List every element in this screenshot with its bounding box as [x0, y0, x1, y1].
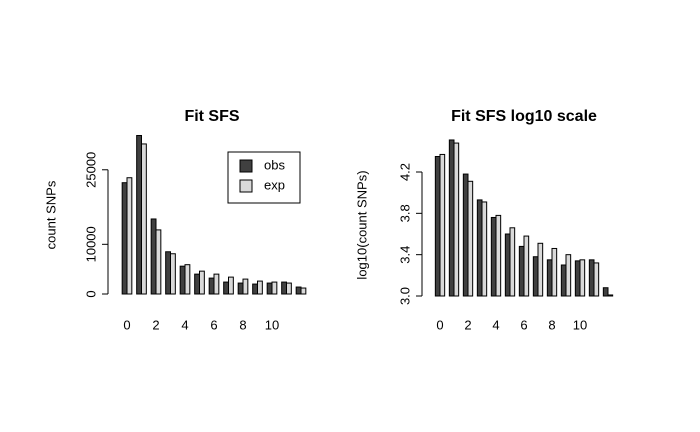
bar [574, 260, 581, 297]
bar [155, 229, 162, 295]
legend-label: exp [264, 177, 285, 192]
legend-label: obs [264, 157, 285, 172]
bar [242, 278, 249, 295]
bar [509, 227, 516, 297]
bar [588, 259, 595, 297]
bar [546, 259, 553, 297]
bar [495, 214, 502, 297]
bar [165, 251, 172, 295]
bar [257, 280, 263, 295]
bar [141, 143, 147, 295]
bar [184, 264, 191, 295]
bar [170, 253, 176, 295]
y-tick-label: 10000 [83, 226, 98, 262]
x-tick-label: 0 [436, 317, 443, 332]
bar [518, 245, 525, 297]
y-axis-title: log10(count SNPs) [354, 170, 369, 279]
bar [476, 199, 483, 297]
bar [136, 134, 143, 295]
legend-swatch [239, 179, 253, 193]
bar [281, 281, 287, 295]
bar [434, 156, 441, 297]
bar [208, 277, 215, 295]
bar [481, 201, 488, 297]
bar [194, 273, 201, 295]
bar [121, 182, 128, 295]
x-tick-label: 6 [210, 317, 217, 332]
bar [551, 247, 558, 297]
chart-title: Fit SFS [184, 108, 239, 125]
x-tick-label: 4 [181, 317, 188, 332]
bar [560, 264, 567, 297]
bar [300, 287, 307, 295]
y-tick-label: 0 [83, 290, 98, 297]
x-tick-label: 8 [239, 317, 246, 332]
x-tick-label: 8 [548, 317, 555, 332]
y-tick-label: 25000 [83, 152, 98, 188]
bar [453, 142, 460, 297]
bar [607, 294, 614, 297]
bar [199, 270, 205, 295]
bar [213, 273, 220, 295]
y-axis-title: count SNPs [43, 180, 58, 249]
bar [126, 177, 133, 295]
bar [462, 173, 469, 297]
bar [504, 233, 511, 297]
chart-title: Fit SFS log10 scale [451, 108, 597, 125]
bar [602, 287, 609, 297]
bar [490, 216, 497, 297]
y-tick-label: 4.2 [397, 163, 412, 181]
x-tick-label: 6 [520, 317, 527, 332]
bar [271, 281, 278, 295]
bar [593, 262, 600, 297]
x-tick-label: 2 [152, 317, 159, 332]
bar [439, 153, 446, 297]
bar [150, 218, 157, 295]
x-tick-label: 0 [123, 317, 130, 332]
bar [448, 139, 455, 297]
y-tick-label: 3.8 [397, 204, 412, 222]
bar [266, 282, 273, 295]
y-tick-label: 3.0 [397, 287, 412, 305]
bar [179, 265, 186, 295]
bar [223, 281, 230, 295]
bar [565, 254, 572, 297]
x-tick-label: 10 [265, 317, 279, 332]
bar [467, 180, 474, 297]
x-tick-label: 4 [492, 317, 499, 332]
legend-swatch [239, 159, 253, 173]
x-tick-label: 2 [464, 317, 471, 332]
y-tick-label: 3.4 [397, 246, 412, 264]
bar [537, 242, 544, 297]
bar [228, 276, 234, 295]
bar [579, 259, 586, 297]
bar [237, 282, 244, 295]
bar [532, 256, 539, 297]
bar [286, 282, 292, 295]
bar [252, 283, 259, 295]
bar [523, 235, 530, 297]
x-tick-label: 10 [573, 317, 587, 332]
bar [295, 286, 302, 295]
